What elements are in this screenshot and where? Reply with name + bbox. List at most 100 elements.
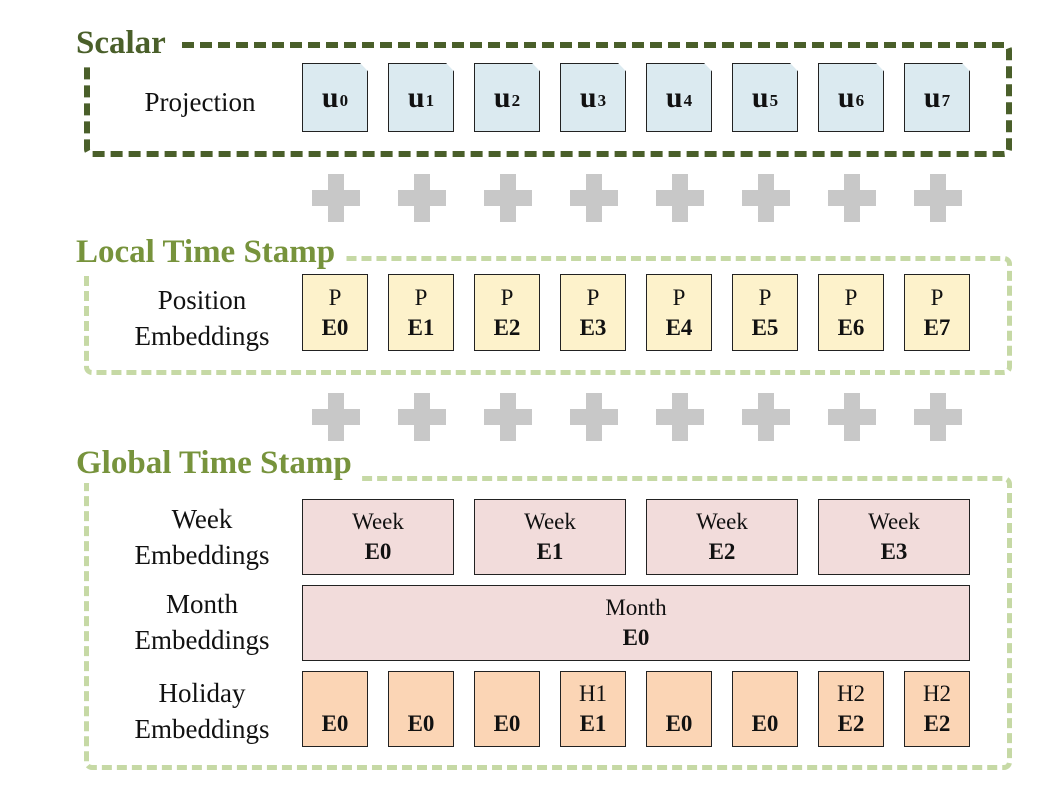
projection-row-label: Projection xyxy=(144,87,256,117)
plus-icon xyxy=(742,393,790,441)
plus-icon xyxy=(914,174,962,222)
week-cell-2-bottom: E2 xyxy=(708,539,736,564)
projection-cell-4-base: u xyxy=(665,80,683,114)
holiday-cell-4: E0 xyxy=(646,671,712,747)
position-cell-5-bottom: E5 xyxy=(751,314,779,340)
month-embedding-cell: Month E0 xyxy=(302,585,970,661)
position-cell-3-top: P xyxy=(586,284,600,310)
week-cell-2-top: Week xyxy=(696,509,748,534)
plus-icon xyxy=(914,393,962,441)
month-cell-top: Month xyxy=(605,595,667,620)
plus-icon xyxy=(312,174,360,222)
week-cell-3-bottom: E3 xyxy=(880,539,908,564)
projection-cell-7-subscript: 7 xyxy=(941,90,951,110)
projection-cell-2-base: u xyxy=(493,80,511,114)
position-cell-3: P E3 xyxy=(560,274,626,351)
week-cell-0-bottom: E0 xyxy=(364,539,392,564)
plus-icon xyxy=(312,393,360,441)
scalar-section-title: Scalar xyxy=(76,23,176,63)
projection-cell-3-base: u xyxy=(579,80,597,114)
local-section-box xyxy=(84,256,1012,375)
position-cell-4: P E4 xyxy=(646,274,712,351)
plus-icon xyxy=(570,393,618,441)
projection-cell-2-subscript: 2 xyxy=(511,90,521,110)
position-cell-1-top: P xyxy=(414,284,428,310)
plus-icon xyxy=(484,174,532,222)
month-row-label-line1: Month xyxy=(165,589,238,619)
holiday-row-label-line1: Holiday xyxy=(158,678,246,708)
week-row-label: Week Embeddings xyxy=(112,501,292,573)
position-cell-1-bottom: E1 xyxy=(407,314,435,340)
holiday-cell-7-top: H2 xyxy=(922,681,952,706)
local-section-title: Local Time Stamp xyxy=(76,232,346,272)
holiday-cell-7-bottom: E2 xyxy=(923,711,951,736)
position-row-label-line2: Embeddings xyxy=(134,321,270,351)
position-row-label-line1: Position xyxy=(157,285,247,315)
holiday-cell-3-bottom: E1 xyxy=(579,711,607,736)
scalar-section-box xyxy=(84,42,1012,157)
holiday-cell-1-bottom: E0 xyxy=(407,711,435,736)
position-cell-6: P E6 xyxy=(818,274,884,351)
holiday-cell-1: E0 xyxy=(388,671,454,747)
projection-cell-5-subscript: 5 xyxy=(769,90,779,110)
position-cell-0-top: P xyxy=(328,284,342,310)
week-cell-1-bottom: E1 xyxy=(536,539,564,564)
week-cell-3: Week E3 xyxy=(818,499,970,575)
position-cell-5: P E5 xyxy=(732,274,798,351)
week-row-label-line1: Week xyxy=(171,504,233,534)
position-cell-2-bottom: E2 xyxy=(493,314,521,340)
holiday-cell-3: H1 E1 xyxy=(560,671,626,747)
holiday-cell-5-bottom: E0 xyxy=(751,711,779,736)
global-section-box xyxy=(84,476,1012,770)
week-cell-1: Week E1 xyxy=(474,499,626,575)
holiday-cell-5: E0 xyxy=(732,671,798,747)
month-row-label: Month Embeddings xyxy=(112,586,292,658)
week-cell-2: Week E2 xyxy=(646,499,798,575)
week-row-label-line2: Embeddings xyxy=(134,540,270,570)
position-cell-7: P E7 xyxy=(904,274,970,351)
holiday-row-label-line2: Embeddings xyxy=(134,714,270,744)
projection-cell-6-subscript: 6 xyxy=(855,90,865,110)
position-cell-0-bottom: E0 xyxy=(321,314,349,340)
position-cell-2: P E2 xyxy=(474,274,540,351)
projection-cell-0-base: u xyxy=(321,80,339,114)
plus-icon xyxy=(656,393,704,441)
holiday-cell-3-top: H1 xyxy=(578,681,608,706)
position-cell-6-bottom: E6 xyxy=(837,314,865,340)
position-cell-0: P E0 xyxy=(302,274,368,351)
position-cell-6-top: P xyxy=(844,284,858,310)
projection-cell-5-base: u xyxy=(751,80,769,114)
position-row-label: Position Embeddings xyxy=(112,282,292,354)
holiday-cell-0-bottom: E0 xyxy=(321,711,349,736)
plus-icon xyxy=(828,393,876,441)
holiday-cell-7: H2 E2 xyxy=(904,671,970,747)
position-cell-1: P E1 xyxy=(388,274,454,351)
projection-cell-0-subscript: 0 xyxy=(339,90,349,110)
plus-icon xyxy=(398,174,446,222)
plus-icon xyxy=(398,393,446,441)
projection-cell-6-base: u xyxy=(837,80,855,114)
month-cell-bottom: E0 xyxy=(622,625,650,650)
global-section-title: Global Time Stamp xyxy=(76,443,362,483)
position-cell-4-bottom: E4 xyxy=(665,314,693,340)
holiday-cell-0: E0 xyxy=(302,671,368,747)
holiday-cell-4-bottom: E0 xyxy=(665,711,693,736)
plus-icon xyxy=(570,174,618,222)
position-cell-7-bottom: E7 xyxy=(923,314,951,340)
plus-icon xyxy=(656,174,704,222)
plus-icon xyxy=(484,393,532,441)
holiday-row-label: Holiday Embeddings xyxy=(112,675,292,747)
position-cell-3-bottom: E3 xyxy=(579,314,607,340)
position-cell-2-top: P xyxy=(500,284,514,310)
projection-cell-4-subscript: 4 xyxy=(683,90,693,110)
projection-cell-1-base: u xyxy=(407,80,425,114)
projection-cell-3-subscript: 3 xyxy=(597,90,607,110)
projection-cell-1-subscript: 1 xyxy=(425,90,435,110)
